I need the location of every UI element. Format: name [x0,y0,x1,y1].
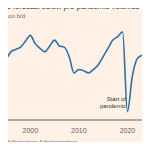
html-text:se forecast below pre-pandemic: se forecast below pre-pandemic volumes [3,2,140,11]
html-text:illion b/d: illion b/d [3,13,25,19]
html-text:y Information Administration: y Information Administration [3,139,77,145]
svg-text:2020: 2020 [120,127,136,134]
svg-text:2010: 2010 [71,127,87,134]
html-text:Start of pandemic: Start of pandemic [100,96,126,109]
svg-text:2000: 2000 [22,127,38,134]
